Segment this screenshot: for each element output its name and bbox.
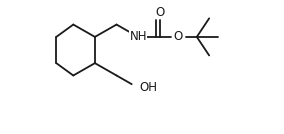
Text: O: O <box>155 6 164 19</box>
Text: O: O <box>174 30 183 43</box>
Text: OH: OH <box>140 81 158 94</box>
Text: NH: NH <box>130 30 147 43</box>
